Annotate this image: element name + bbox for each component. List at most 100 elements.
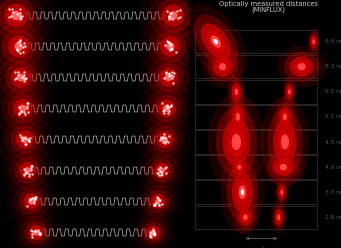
Point — [168, 46, 174, 50]
Ellipse shape — [273, 120, 297, 164]
Point — [27, 136, 32, 140]
Text: 4.5 nm: 4.5 nm — [325, 140, 341, 145]
Ellipse shape — [278, 215, 280, 220]
Ellipse shape — [15, 42, 23, 51]
Ellipse shape — [208, 51, 238, 82]
Point — [20, 50, 25, 54]
Ellipse shape — [243, 215, 248, 220]
Ellipse shape — [220, 151, 264, 234]
Ellipse shape — [27, 197, 36, 206]
Point — [169, 76, 174, 80]
Point — [17, 39, 23, 43]
Ellipse shape — [281, 136, 288, 148]
Ellipse shape — [11, 67, 31, 88]
Point — [37, 230, 42, 234]
Ellipse shape — [24, 167, 31, 174]
Point — [158, 169, 163, 173]
Ellipse shape — [19, 105, 27, 112]
Text: $d$: $d$ — [258, 245, 265, 248]
Point — [21, 70, 27, 74]
Point — [162, 43, 168, 47]
Ellipse shape — [232, 135, 240, 149]
Ellipse shape — [290, 57, 313, 77]
Point — [18, 110, 24, 114]
Ellipse shape — [211, 36, 220, 47]
Point — [167, 105, 172, 109]
Ellipse shape — [236, 205, 255, 229]
Ellipse shape — [236, 114, 239, 120]
Ellipse shape — [19, 216, 53, 248]
Ellipse shape — [0, 12, 54, 81]
Point — [166, 72, 171, 76]
Ellipse shape — [138, 217, 168, 248]
Ellipse shape — [267, 154, 299, 181]
Point — [168, 42, 174, 46]
Ellipse shape — [14, 157, 41, 184]
Point — [18, 16, 23, 20]
Ellipse shape — [163, 105, 170, 112]
Ellipse shape — [243, 215, 247, 220]
Point — [22, 136, 27, 140]
Ellipse shape — [139, 81, 194, 136]
Ellipse shape — [310, 35, 317, 48]
Ellipse shape — [261, 148, 305, 186]
Point — [151, 203, 157, 207]
Ellipse shape — [0, 111, 53, 168]
Point — [151, 230, 157, 234]
Point — [18, 38, 23, 42]
Ellipse shape — [148, 57, 189, 98]
Point — [155, 171, 161, 175]
Ellipse shape — [261, 148, 305, 186]
Ellipse shape — [284, 51, 319, 82]
Point — [19, 138, 25, 142]
Ellipse shape — [208, 93, 265, 191]
Text: 6.5 nm: 6.5 nm — [325, 89, 341, 94]
Ellipse shape — [220, 64, 225, 70]
Point — [160, 140, 165, 144]
Ellipse shape — [0, 46, 53, 109]
Point — [167, 48, 173, 52]
Point — [164, 103, 170, 107]
Point — [175, 16, 180, 20]
Ellipse shape — [149, 229, 157, 236]
Bar — [195, 181, 317, 204]
Point — [36, 232, 42, 236]
Ellipse shape — [161, 136, 168, 143]
Ellipse shape — [0, 78, 53, 139]
Ellipse shape — [28, 198, 34, 205]
Point — [7, 7, 12, 11]
Point — [157, 198, 162, 202]
Ellipse shape — [281, 135, 289, 149]
Point — [158, 136, 164, 140]
Point — [167, 74, 172, 78]
Point — [155, 171, 160, 175]
Ellipse shape — [193, 15, 238, 68]
Ellipse shape — [150, 158, 174, 183]
Ellipse shape — [228, 127, 245, 157]
Ellipse shape — [202, 45, 243, 88]
Ellipse shape — [144, 153, 179, 188]
Point — [166, 41, 172, 45]
Ellipse shape — [23, 166, 32, 175]
Ellipse shape — [13, 99, 32, 118]
Ellipse shape — [154, 63, 183, 92]
Ellipse shape — [17, 103, 28, 114]
Point — [152, 203, 158, 207]
Ellipse shape — [239, 186, 246, 199]
Point — [169, 17, 175, 21]
Ellipse shape — [298, 64, 305, 70]
Point — [166, 40, 172, 44]
Point — [168, 73, 174, 77]
Ellipse shape — [238, 165, 241, 169]
Point — [166, 17, 172, 21]
Point — [35, 228, 41, 232]
Ellipse shape — [298, 63, 306, 70]
Ellipse shape — [236, 113, 240, 121]
Point — [177, 15, 182, 19]
Point — [159, 173, 164, 177]
Point — [166, 109, 172, 113]
Point — [156, 173, 162, 177]
Point — [168, 103, 174, 107]
Point — [155, 196, 161, 200]
Ellipse shape — [234, 86, 239, 97]
